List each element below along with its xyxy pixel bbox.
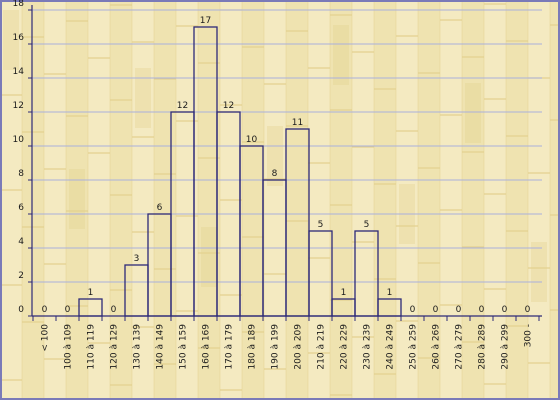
- wood-plank: [308, 0, 330, 400]
- wood-grain: [531, 242, 547, 302]
- y-tick-label: 18: [13, 0, 25, 9]
- bar-value-label: 12: [223, 101, 234, 111]
- x-tick-label: 280 à 289: [478, 324, 488, 370]
- bar-value-label: 1: [341, 288, 347, 298]
- wood-plank: [506, 0, 528, 400]
- x-tick-label: 130 à 139: [133, 324, 143, 370]
- x-tick-label: 100 à 109: [64, 324, 74, 370]
- bar-value-label: 0: [410, 305, 416, 315]
- wood-grain: [465, 83, 481, 143]
- bar-value-label: 10: [246, 135, 258, 145]
- bar-value-label: 0: [456, 305, 462, 315]
- x-tick-label: 190 à 199: [271, 324, 281, 370]
- wood-plank: [374, 0, 396, 400]
- x-tick-label: 250 à 259: [409, 324, 419, 370]
- gridlines: [32, 9, 542, 283]
- wood-plank: [418, 0, 440, 400]
- x-tick-label: 110 à 119: [87, 324, 97, 370]
- wood-plank: [22, 0, 44, 400]
- x-tick-label: 290 à 299: [501, 324, 511, 370]
- y-tick-label: 2: [18, 271, 24, 281]
- bar-value-label: 0: [525, 305, 531, 315]
- bar-value-label: 5: [318, 220, 324, 230]
- y-tick-label: 10: [13, 135, 25, 145]
- wood-plank: [550, 0, 560, 400]
- wood-plank: [440, 0, 462, 400]
- bar-value-label: 6: [157, 203, 163, 213]
- bar-value-label: 11: [292, 118, 303, 128]
- bar-value-label: 1: [387, 288, 393, 298]
- x-tick-label: 170 à 179: [225, 324, 235, 370]
- bar-value-label: 17: [200, 16, 211, 26]
- y-tick-label: 4: [18, 237, 24, 247]
- x-tick-label: 260 à 269: [432, 324, 442, 370]
- x-tick-label: 300 -: [524, 324, 534, 347]
- x-tick-label: 200 à 209: [294, 324, 304, 370]
- wood-plank: [264, 0, 286, 400]
- x-tick-label: 220 à 229: [340, 324, 350, 370]
- bar-value-label: 8: [272, 169, 278, 179]
- x-tick-label: 210 à 219: [317, 324, 327, 370]
- bar-value-label: 12: [177, 101, 188, 111]
- wood-plank: [462, 0, 484, 400]
- wood-plank: [176, 0, 198, 400]
- wood-plank: [44, 0, 66, 400]
- wood-grain: [201, 227, 217, 287]
- wood-plank: [88, 0, 110, 400]
- x-tick-label: 160 à 169: [202, 324, 212, 370]
- x-tick-label: < 100: [41, 324, 51, 352]
- y-tick-label: 6: [18, 203, 24, 213]
- bar-value-label: 0: [502, 305, 508, 315]
- axes: [28, 5, 542, 321]
- bar-value-label: 0: [65, 305, 71, 315]
- y-tick-label: 12: [13, 101, 24, 111]
- wood-plank: [528, 0, 550, 400]
- bar-value-label: 1: [88, 288, 94, 298]
- wood-grain: [333, 25, 349, 85]
- bar-value-label: 3: [134, 254, 140, 264]
- bar-value-label: 0: [111, 305, 117, 315]
- y-tick-label: 8: [18, 169, 24, 179]
- x-tick-label: 180 à 189: [248, 324, 258, 370]
- wood-grain: [135, 68, 151, 128]
- x-tick-label: 230 à 239: [363, 324, 373, 370]
- bar-value-label: 5: [364, 220, 370, 230]
- wood-grain: [3, 10, 19, 70]
- x-tick-label: 240 à 249: [386, 324, 396, 370]
- wood-grain: [69, 169, 85, 229]
- wood-grain: [267, 126, 283, 186]
- x-tick-label: 120 à 129: [110, 324, 120, 370]
- wood-plank: [242, 0, 264, 400]
- bar-value-label: 0: [479, 305, 485, 315]
- x-tick-label: 270 à 279: [455, 324, 465, 370]
- y-tick-label: 14: [13, 67, 25, 77]
- bar-value-label: 0: [42, 305, 48, 315]
- y-tick-label: 16: [13, 33, 25, 43]
- y-tick-label: 0: [18, 305, 24, 315]
- bar-value-label: 0: [433, 305, 439, 315]
- wood-plank: [0, 0, 22, 400]
- wood-plank: [286, 0, 308, 400]
- x-tick-label: 140 à 149: [156, 324, 166, 370]
- wood-plank: [484, 0, 506, 400]
- wood-plank: [66, 0, 88, 400]
- wood-plank: [198, 0, 220, 400]
- x-tick-label: 150 à 159: [179, 324, 189, 370]
- wood-plank: [352, 0, 374, 400]
